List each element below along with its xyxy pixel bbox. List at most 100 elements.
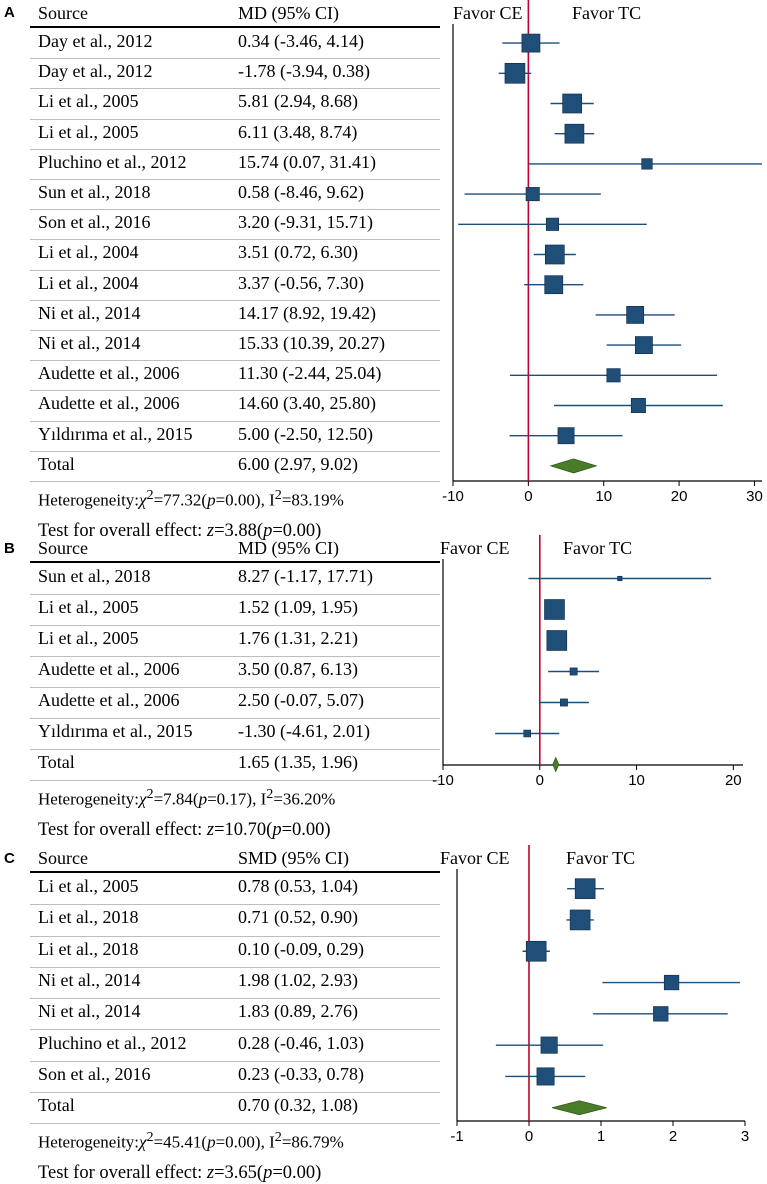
p-symbol: p: [198, 789, 208, 809]
study-effect: 6.11 (3.48, 8.74): [238, 121, 358, 142]
table-row: Li et al., 2005 6.11 (3.48, 8.74): [30, 119, 440, 150]
table-row: Li et al., 2005 5.81 (2.94, 8.68): [30, 88, 440, 120]
study-source: Li et al., 2004: [38, 242, 139, 263]
study-marker: [544, 244, 565, 265]
i-superscript: 2: [274, 487, 282, 503]
study-source: Sun et al., 2018: [38, 182, 151, 202]
study-effect: 3.51 (0.72, 6.30): [238, 242, 358, 263]
study-marker: [630, 398, 646, 413]
study-marker: [641, 158, 653, 170]
study-marker: [521, 33, 541, 53]
table-header: Source SMD (95% CI): [30, 845, 440, 873]
panel-label: B: [4, 540, 15, 557]
study-effect: 14.60 (3.40, 25.80): [238, 393, 376, 414]
study-source: Li et al., 2005: [38, 876, 139, 896]
p-value: =0.17), I: [207, 789, 267, 809]
table-row: Li et al., 2005 1.52 (1.09, 1.95): [30, 594, 440, 626]
study-marker: [536, 1067, 555, 1086]
chi-symbol: χ: [139, 490, 147, 510]
study-source: Yıldırıma et al., 2015: [38, 423, 193, 444]
study-source: Li et al., 2005: [38, 597, 139, 617]
x-tick-label: 10: [628, 772, 645, 789]
i-squared-value: =86.79%: [281, 1133, 344, 1153]
column-header-effect: SMD (95% CI): [238, 848, 349, 868]
total-row: Total 6.00 (2.97, 9.02): [30, 451, 440, 482]
chi-value: =77.32(: [153, 490, 208, 510]
study-effect: 1.98 (1.02, 2.93): [238, 969, 358, 990]
table-row: Li et al., 2018 0.10 (-0.09, 0.29): [30, 936, 440, 968]
chi-superscript: 2: [146, 487, 154, 503]
study-marker: [653, 1006, 669, 1022]
study-effect: 3.20 (-9.31, 15.71): [238, 212, 373, 233]
overall-effect-test: Test for overall effect: z=10.70(p=0.00): [38, 820, 331, 841]
favor-tc-label: Favor TC: [566, 848, 636, 868]
x-tick-label: 3: [741, 1128, 749, 1145]
column-header-source: Source: [38, 3, 88, 23]
study-effect: 0.78 (0.53, 1.04): [238, 876, 358, 896]
study-source: Pluchino et al., 2012: [38, 151, 187, 172]
study-effect: 15.74 (0.07, 31.41): [238, 151, 376, 172]
study-effect: -1.30 (-4.61, 2.01): [238, 721, 370, 741]
study-marker: [569, 909, 591, 931]
study-marker: [557, 427, 575, 445]
study-marker: [540, 1036, 558, 1054]
table-row: Son et al., 2016 3.20 (-9.31, 15.71): [30, 209, 440, 241]
study-marker: [560, 698, 568, 707]
study-effect: 1.83 (0.89, 2.76): [238, 1001, 358, 1022]
study-marker: [546, 630, 568, 651]
table-row: Audette et al., 2006 3.50 (0.87, 6.13): [30, 656, 440, 688]
pooled-effect-diamond: [551, 1100, 607, 1116]
column-header-source: Source: [38, 538, 88, 558]
test-prefix: Test for overall effect:: [38, 820, 207, 840]
total-effect: 0.70 (0.32, 1.08): [238, 1095, 358, 1116]
study-marker: [545, 217, 560, 231]
p-symbol: p: [263, 1163, 273, 1184]
study-source: Audette et al., 2006: [38, 690, 180, 710]
x-tick-label: -10: [442, 488, 464, 505]
table-header: Source MD (95% CI): [30, 535, 440, 563]
table-row: Li et al., 2005 0.78 (0.53, 1.04): [30, 873, 440, 906]
study-source: Day et al., 2012: [38, 61, 153, 82]
total-label: Total: [38, 752, 75, 772]
study-source: Li et al., 2005: [38, 628, 139, 648]
forest-panel-c: C Source SMD (95% CI) Li et al., 2005 0.78 (…: [0, 845, 767, 1183]
z-symbol: z: [206, 521, 215, 541]
heterogeneity-statistic: Heterogeneity:χ2=7.84(p=0.17), I2=36.20%: [38, 786, 335, 810]
study-marker: [525, 940, 547, 962]
study-marker: [663, 974, 680, 991]
x-tick-label: -10: [432, 772, 454, 789]
total-label: Total: [38, 1095, 75, 1116]
z-value: =10.70(: [214, 820, 273, 840]
study-effect: 15.33 (10.39, 20.27): [238, 333, 385, 353]
heterogeneity-statistic: Heterogeneity:χ2=77.32(p=0.00), I2=83.19…: [38, 487, 344, 511]
study-effect: 0.58 (-8.46, 9.62): [238, 182, 364, 202]
study-marker: [562, 93, 582, 114]
study-effect: 2.50 (-0.07, 5.07): [238, 690, 364, 710]
study-effect: 1.52 (1.09, 1.95): [238, 597, 358, 617]
table-row: Audette et al., 2006 14.60 (3.40, 25.80): [30, 390, 440, 422]
favor-tc-label: Favor TC: [563, 538, 633, 558]
study-source: Audette et al., 2006: [38, 363, 180, 384]
total-row: Total 1.65 (1.35, 1.96): [30, 749, 440, 781]
z-symbol: z: [206, 820, 215, 840]
study-source: Sun et al., 2018: [38, 566, 151, 586]
study-marker: [525, 187, 540, 202]
chi-value: =45.41(: [153, 1133, 208, 1153]
table-row: Ni et al., 2014 15.33 (10.39, 20.27): [30, 330, 440, 362]
study-marker: [635, 336, 653, 354]
study-source: Li et al., 2018: [38, 907, 139, 928]
table-row: Li et al., 2004 3.51 (0.72, 6.30): [30, 239, 440, 271]
p-value: =0.00), I: [215, 1133, 275, 1153]
x-tick-label: 1: [597, 1128, 605, 1145]
heterogeneity-prefix: Heterogeneity:: [38, 789, 140, 809]
study-source: Ni et al., 2014: [38, 333, 141, 353]
study-source: Son et al., 2016: [38, 1063, 151, 1084]
table-row: Day et al., 2012 0.34 (-3.46, 4.14): [30, 28, 440, 60]
study-effect: 3.37 (-0.56, 7.30): [238, 272, 364, 293]
study-effect: 11.30 (-2.44, 25.04): [238, 363, 382, 384]
table-row: Li et al., 2005 1.76 (1.31, 2.21): [30, 625, 440, 657]
chi-value: =7.84(: [153, 789, 199, 809]
total-label: Total: [38, 453, 75, 474]
study-effect: 5.00 (-2.50, 12.50): [238, 423, 373, 444]
study-effect: 0.71 (0.52, 0.90): [238, 907, 358, 928]
